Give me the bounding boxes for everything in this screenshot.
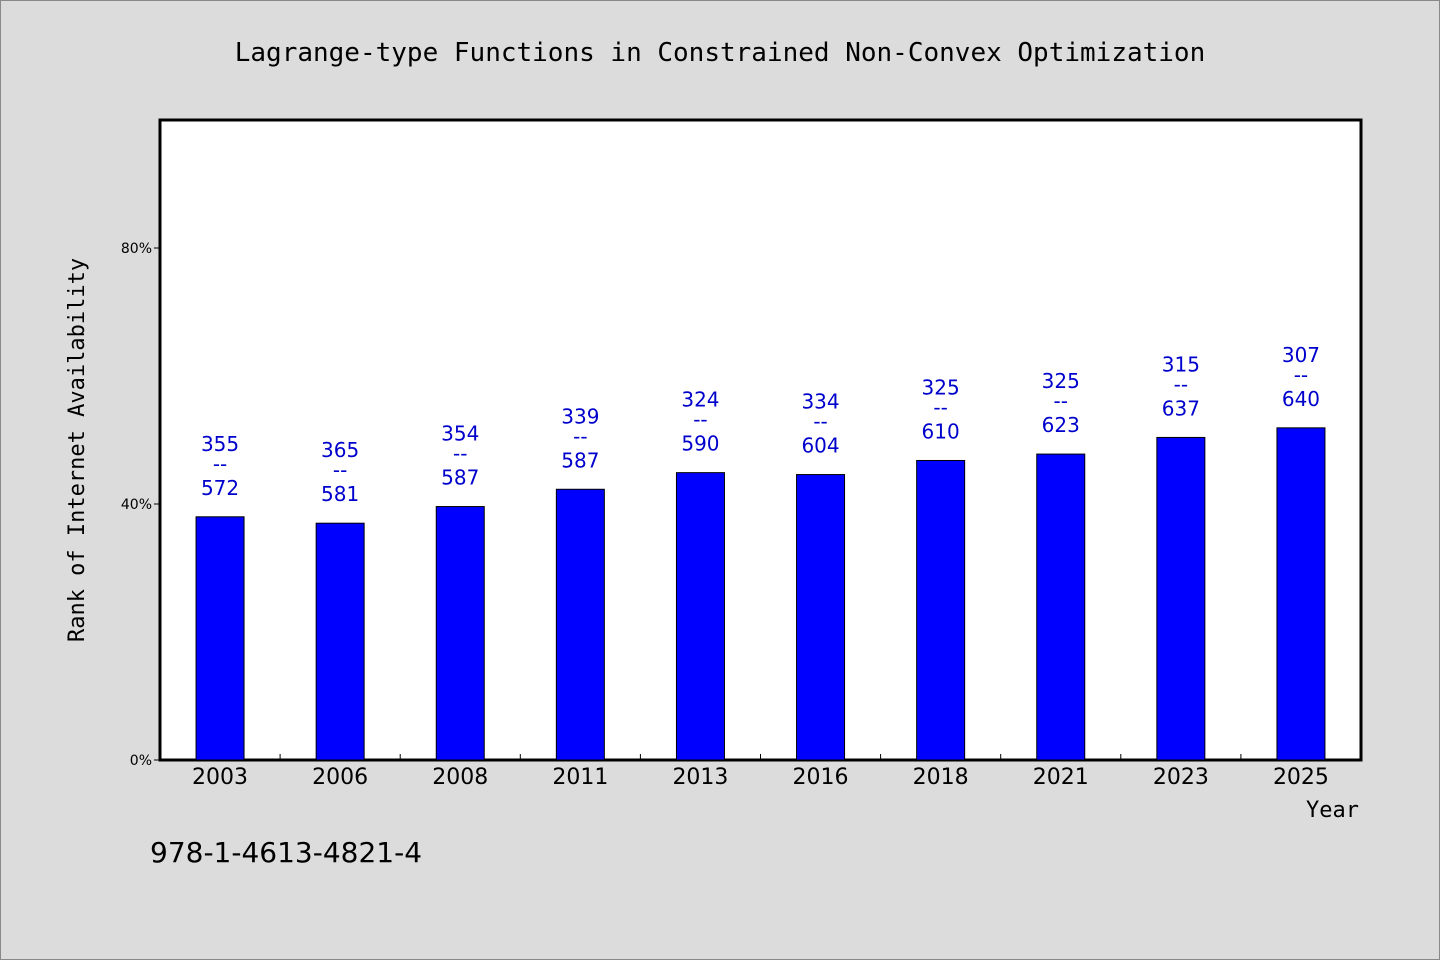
data-label-top: 324 xyxy=(681,388,719,412)
data-label-separator: -- xyxy=(933,395,947,419)
data-label-separator: -- xyxy=(453,442,467,466)
data-labels: 572--355581--365587--354587--339590--324… xyxy=(201,343,1320,506)
data-label-top: 355 xyxy=(201,432,239,456)
x-tick-label: 2003 xyxy=(192,765,248,790)
bar-2023 xyxy=(1156,436,1206,761)
bar-2025 xyxy=(1276,427,1326,761)
data-label-separator: -- xyxy=(213,452,227,476)
x-tick-label: 2021 xyxy=(1033,765,1089,790)
data-label-separator: -- xyxy=(573,424,587,448)
data-label-top: 334 xyxy=(801,390,839,414)
data-label-separator: -- xyxy=(333,458,347,482)
data-label-bottom: 572 xyxy=(201,476,239,500)
data-label-bottom: 640 xyxy=(1282,387,1320,411)
data-label-top: 339 xyxy=(561,404,599,428)
data-label-bottom: 587 xyxy=(441,466,479,490)
x-tick-label: 2013 xyxy=(672,765,728,790)
y-tick-label: 80% xyxy=(121,241,152,257)
x-tick-label: 2016 xyxy=(793,765,849,790)
data-label-bottom: 590 xyxy=(681,432,719,456)
data-label-top: 325 xyxy=(922,375,960,399)
data-label-separator: -- xyxy=(1054,389,1068,413)
data-label-bottom: 610 xyxy=(922,419,960,443)
bar-2003 xyxy=(195,516,245,761)
bars xyxy=(195,427,1326,761)
bar-2021 xyxy=(1036,453,1086,761)
x-axis-ticks: 2003 2006 2008 2011 2013 2016 2018 2021 2023 2025 xyxy=(192,754,1329,790)
x-tick-label: 2008 xyxy=(432,765,488,790)
x-tick-label: 2018 xyxy=(913,765,969,790)
data-label-top: 354 xyxy=(441,422,479,446)
bar-2016 xyxy=(796,474,846,761)
chart-title: Lagrange-type Functions in Constrained N… xyxy=(235,38,1206,68)
y-axis-label: Rank of Internet Availability xyxy=(65,258,90,642)
y-axis-ticks: 0% 40% 80% xyxy=(121,241,160,769)
data-label-bottom: 581 xyxy=(321,482,359,506)
data-label-top: 315 xyxy=(1162,352,1200,376)
x-tick-label: 2023 xyxy=(1153,765,1209,790)
data-label-separator: -- xyxy=(693,408,707,432)
data-label-top: 325 xyxy=(1042,369,1080,393)
y-tick-label: 40% xyxy=(121,497,152,513)
x-axis-label: Year xyxy=(1306,798,1359,823)
bar-2018 xyxy=(916,459,966,761)
data-label-top: 307 xyxy=(1282,343,1320,367)
bar-2006 xyxy=(315,522,365,761)
y-tick-label: 0% xyxy=(130,753,152,769)
data-label-separator: -- xyxy=(813,410,827,434)
x-tick-label: 2006 xyxy=(312,765,368,790)
data-label-separator: -- xyxy=(1294,363,1308,387)
bar-2013 xyxy=(675,472,725,761)
data-label-bottom: 604 xyxy=(801,434,839,458)
data-label-top: 365 xyxy=(321,438,359,462)
bar-2011 xyxy=(555,488,605,761)
x-tick-label: 2025 xyxy=(1273,765,1329,790)
data-label-separator: -- xyxy=(1174,372,1188,396)
data-label-bottom: 587 xyxy=(561,448,599,472)
data-label-bottom: 623 xyxy=(1042,413,1080,437)
bar-2008 xyxy=(435,506,485,761)
data-label-bottom: 637 xyxy=(1162,396,1200,420)
x-tick-label: 2011 xyxy=(552,765,608,790)
isbn-label: 978-1-4613-4821-4 xyxy=(150,836,422,869)
